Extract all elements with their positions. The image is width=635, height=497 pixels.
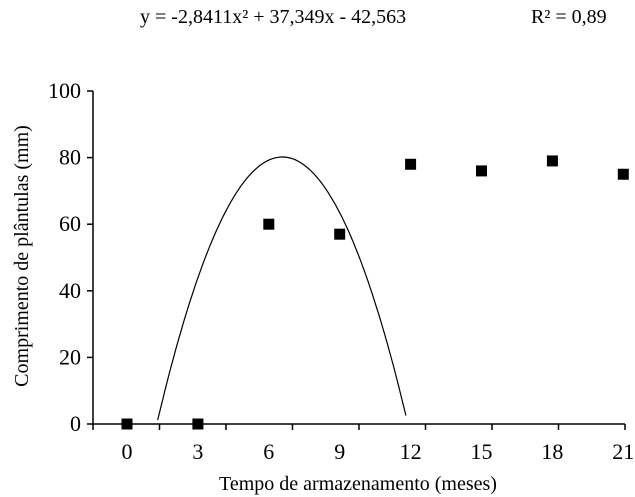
y-tick-label: 80 [59,145,81,170]
y-tick-label: 100 [48,78,81,103]
x-tick-label: 3 [192,439,203,464]
x-tick-label: 21 [612,439,634,464]
data-point [546,155,558,167]
data-point [263,218,275,230]
y-axis-label: Comprimento de plântulas (mm) [11,125,33,387]
data-point [121,418,133,430]
y-tick-label: 40 [59,278,81,303]
y-axis-ticks: 0 20 40 60 80 100 [48,78,93,436]
data-point [617,168,629,180]
r-squared-label: R² = 0,89 [531,6,607,28]
data-point [192,418,204,430]
x-tick-label: 18 [541,439,563,464]
trendline-equation: y = -2,8411x² + 37,349x - 42,563 [140,6,407,28]
x-axis-label: Tempo de armazenamento (meses) [219,473,497,495]
y-tick-label: 0 [70,411,81,436]
trendline-group [157,156,407,421]
data-point [405,158,417,170]
x-tick-label: 12 [400,439,422,464]
y-tick-label: 20 [59,344,81,369]
x-tick-label: 0 [122,439,133,464]
trendline [157,156,407,421]
x-tick-label: 9 [334,439,345,464]
data-points [121,155,629,430]
data-point [334,228,346,240]
data-point [476,165,487,177]
y-tick-label: 60 [59,211,81,236]
x-axis-ticks: 0 3 6 9 12 15 18 21 [92,424,634,464]
x-tick-label: 15 [471,439,493,464]
x-tick-label: 6 [263,439,274,464]
